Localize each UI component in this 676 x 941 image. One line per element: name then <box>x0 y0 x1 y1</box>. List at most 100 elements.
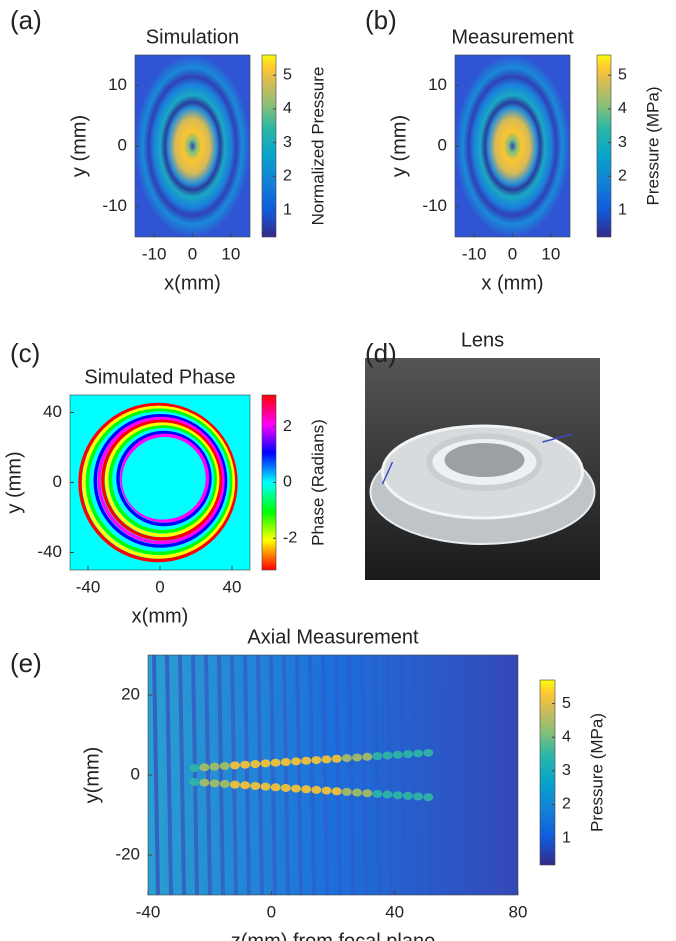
heatmap-image <box>148 654 518 896</box>
y-tick-label: 0 <box>53 472 62 491</box>
x-axis-label: x (mm) <box>481 272 543 294</box>
marker-line <box>542 433 573 443</box>
x-tick-label: 10 <box>541 244 560 263</box>
fringe <box>334 654 342 896</box>
y-tick-label: 0 <box>438 135 447 154</box>
focus-spot <box>362 752 373 761</box>
y-tick-label: 10 <box>108 75 127 94</box>
fringe <box>412 654 420 896</box>
x-axis-label: x(mm) <box>132 605 189 627</box>
colorbar-tick-label: 3 <box>283 134 292 151</box>
colorbar-label: Pressure (MPa) <box>643 86 662 205</box>
colorbar-tick-label: 2 <box>283 168 292 185</box>
heatmap-field <box>455 55 570 237</box>
panel-title: Simulation <box>146 26 239 48</box>
y-tick-label: 40 <box>43 402 62 421</box>
phase-ring <box>108 425 217 534</box>
focus-spot <box>189 778 200 786</box>
colorbar-tick-label: 2 <box>562 796 571 813</box>
focus-spot <box>270 783 281 792</box>
panel-label: (b) <box>365 5 397 35</box>
focus-spot <box>341 787 352 796</box>
colorbar-tick-label: 5 <box>618 66 627 83</box>
focus-spot <box>229 780 240 789</box>
fringe <box>425 654 433 896</box>
colorbar <box>539 679 556 866</box>
x-axis-label: x(mm) <box>164 272 221 294</box>
focus-spot <box>291 784 301 793</box>
phase-ring <box>93 414 228 548</box>
x-tick-label: -10 <box>462 244 487 263</box>
phase-ring <box>85 408 233 556</box>
colorbar-tick-label: 2 <box>283 418 292 435</box>
phase-ring <box>104 422 220 538</box>
lens-photo <box>365 358 600 580</box>
focus-spot <box>240 760 251 769</box>
colorbar-tick-label: -2 <box>283 529 297 546</box>
colorbar <box>261 54 277 238</box>
focus-spot <box>240 781 251 790</box>
heatmap-image <box>70 395 250 570</box>
focus-spot <box>209 762 220 771</box>
focus-spot <box>270 758 281 767</box>
x-tick-label: -40 <box>76 577 101 596</box>
fringe <box>165 654 173 896</box>
colorbar-label: Normalized Pressure <box>308 67 327 226</box>
focus-spot <box>423 793 434 802</box>
fringe <box>178 654 186 896</box>
x-tick-label: -40 <box>136 902 161 921</box>
fringe <box>438 654 446 896</box>
focus-spot <box>250 781 261 790</box>
y-tick-label: -40 <box>37 542 62 561</box>
colorbar-tick-label: 1 <box>283 201 292 218</box>
focus-spot <box>413 749 424 758</box>
focus-spot <box>301 785 312 794</box>
y-axis-label: y (mm) <box>68 115 90 177</box>
focus-spot <box>331 787 342 796</box>
heatmap-field <box>135 55 250 237</box>
focus-spot <box>311 785 322 794</box>
focus-spot <box>382 751 393 760</box>
colorbar-tick-label: 3 <box>562 762 571 779</box>
fringe <box>217 654 225 896</box>
colorbar <box>596 54 612 238</box>
focus-spot <box>260 782 271 791</box>
fringe <box>386 654 394 896</box>
colorbar-tick-label: 3 <box>618 134 627 151</box>
colorbar-label: Pressure (MPa) <box>587 713 606 832</box>
focus-spot <box>341 754 352 763</box>
y-tick-label: -20 <box>115 844 140 863</box>
fringe <box>321 654 329 896</box>
focus-spot <box>260 759 271 768</box>
fringe <box>347 654 355 896</box>
phase-ring <box>89 411 230 552</box>
y-tick-label: 20 <box>121 684 140 703</box>
focus-spot <box>423 748 434 757</box>
x-tick-label: 0 <box>155 577 164 596</box>
panel-title: Simulated Phase <box>84 366 235 388</box>
focus-spot <box>250 760 261 769</box>
focus-spot <box>199 778 210 787</box>
fringe <box>360 654 368 896</box>
focus-spot <box>209 779 220 788</box>
y-tick-label: 10 <box>428 75 447 94</box>
focus-spot <box>372 789 383 798</box>
fringe <box>204 654 212 896</box>
focus-spot <box>280 783 291 792</box>
focus-spot <box>311 756 322 765</box>
focus-spot <box>402 750 413 759</box>
fringe <box>256 654 264 896</box>
x-tick-label: 0 <box>267 902 276 921</box>
heatmap-image <box>455 55 570 237</box>
x-tick-label: -10 <box>142 244 167 263</box>
colorbar-tick-label: 4 <box>283 100 292 117</box>
colorbar-tick-label: 5 <box>562 695 571 712</box>
panel-label: (e) <box>10 648 42 678</box>
x-tick-label: 0 <box>508 244 517 263</box>
focus-spot <box>392 750 403 759</box>
focus-spot <box>229 761 240 770</box>
focus-spot <box>189 764 200 772</box>
phase-core <box>122 439 202 520</box>
x-tick-label: 10 <box>221 244 240 263</box>
fringe <box>230 654 238 896</box>
